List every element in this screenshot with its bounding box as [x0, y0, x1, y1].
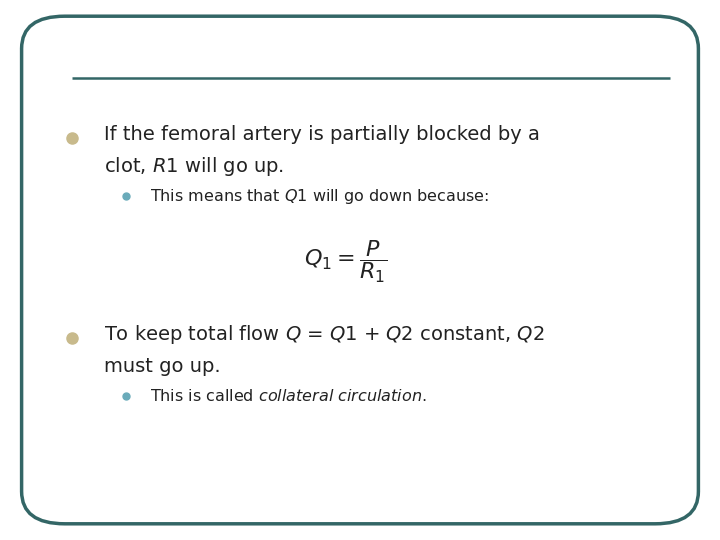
Text: This means that $\mathit{Q1}$ will go down because:: This means that $\mathit{Q1}$ will go do… — [150, 186, 489, 206]
Text: If the femoral artery is partially blocked by a: If the femoral artery is partially block… — [104, 125, 540, 145]
Text: must go up.: must go up. — [104, 356, 221, 376]
Text: $Q_1 = \dfrac{P}{R_1}$: $Q_1 = \dfrac{P}{R_1}$ — [304, 239, 387, 285]
Text: clot, $\mathit{R1}$ will go up.: clot, $\mathit{R1}$ will go up. — [104, 155, 284, 178]
Text: This is called $\mathit{collateral\ circulation}$.: This is called $\mathit{collateral\ circ… — [150, 388, 426, 404]
Text: To keep total flow $Q$ = $\mathit{Q1}$ + $\mathit{Q2}$ constant, $\mathit{Q2}$: To keep total flow $Q$ = $\mathit{Q1}$ +… — [104, 323, 545, 346]
FancyBboxPatch shape — [22, 16, 698, 524]
